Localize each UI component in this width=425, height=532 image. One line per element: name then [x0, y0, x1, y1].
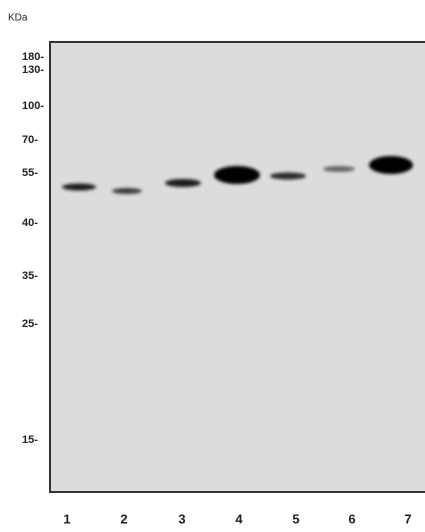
lane-labels: 1 2 3 4 5 6 7: [63, 511, 411, 526]
band: [62, 184, 96, 191]
marker-label: 70-: [22, 134, 38, 146]
band: [165, 179, 201, 187]
lane-label: 4: [235, 511, 243, 526]
lane-label: 5: [292, 511, 299, 526]
lane-label: 2: [120, 511, 127, 526]
marker-label: 55-: [22, 167, 38, 179]
marker-label: 40-: [22, 217, 38, 229]
blot-membrane: [50, 42, 425, 492]
band: [270, 173, 306, 180]
marker-label: 180-: [22, 51, 44, 63]
band: [323, 166, 355, 172]
lane-label: 6: [348, 511, 355, 526]
marker-label: 25-: [22, 318, 38, 330]
marker-label: 15-: [22, 434, 38, 446]
marker-label: 100-: [22, 100, 44, 112]
lane-label: 7: [404, 511, 411, 526]
western-blot-figure: KDa 180- 130- 100- 70- 55- 40- 35- 25- 1…: [0, 0, 425, 532]
marker-labels: 180- 130- 100- 70- 55- 40- 35- 25- 15-: [22, 51, 44, 446]
marker-label: 35-: [22, 270, 38, 282]
band: [214, 166, 260, 184]
lane-label: 1: [63, 511, 70, 526]
band: [369, 156, 413, 174]
band: [112, 188, 142, 194]
marker-label: 130-: [22, 64, 44, 76]
axis-title: KDa: [8, 13, 28, 24]
lane-label: 3: [178, 511, 185, 526]
